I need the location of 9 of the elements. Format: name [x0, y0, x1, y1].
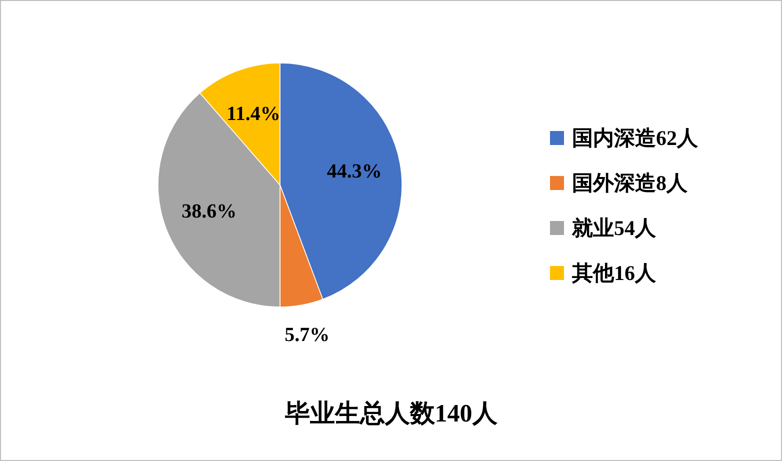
- legend-label: 其他16人: [571, 261, 657, 285]
- text: 毕业生总人数140人: [284, 400, 498, 428]
- data-label: 11.4%: [226, 103, 280, 126]
- data-label: 38.6%: [182, 200, 237, 223]
- legend-label: 国外深造8人: [572, 171, 688, 195]
- data-label: 44.3%: [326, 160, 382, 183]
- legend-label: 就业54人: [571, 216, 657, 240]
- data-label: 5.7%: [284, 324, 330, 346]
- legend-label: 国内深造62人: [572, 126, 699, 150]
